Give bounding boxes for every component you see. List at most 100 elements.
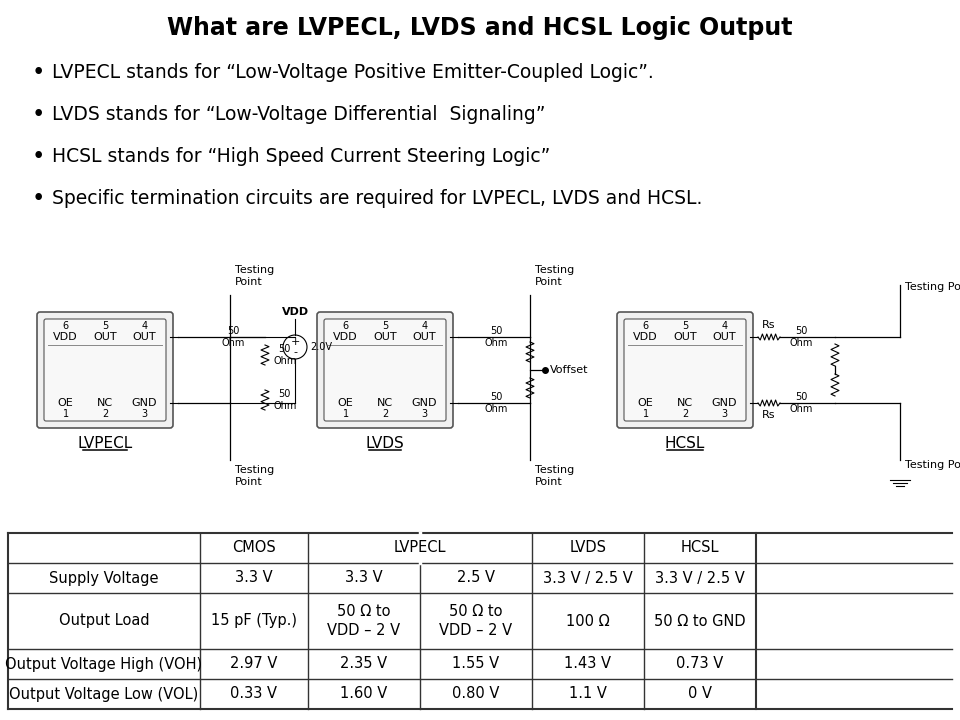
Text: OE: OE	[338, 398, 353, 408]
Text: 0.80 V: 0.80 V	[452, 686, 500, 701]
Text: Voffset: Voffset	[550, 365, 588, 375]
Text: 5: 5	[102, 321, 108, 331]
Text: LVDS: LVDS	[366, 436, 404, 451]
Text: •: •	[32, 60, 45, 84]
Text: 4: 4	[721, 321, 728, 331]
Text: 4: 4	[141, 321, 148, 331]
Text: LVPECL: LVPECL	[78, 436, 132, 451]
Text: •: •	[32, 102, 45, 125]
Text: VDD: VDD	[333, 332, 358, 342]
Text: •: •	[32, 186, 45, 210]
Text: Testing Point: Testing Point	[905, 282, 960, 292]
FancyBboxPatch shape	[44, 319, 166, 421]
Text: 3.3 V: 3.3 V	[346, 570, 383, 585]
Text: OUT: OUT	[712, 332, 736, 342]
FancyBboxPatch shape	[317, 312, 453, 428]
Text: 3: 3	[141, 409, 148, 419]
Text: CMOS: CMOS	[232, 541, 276, 556]
Text: 2.0V: 2.0V	[310, 342, 332, 352]
Text: 1: 1	[62, 409, 69, 419]
Text: 50
Ohm: 50 Ohm	[222, 326, 245, 348]
Text: HCSL: HCSL	[681, 541, 719, 556]
Text: 6: 6	[642, 321, 649, 331]
Text: HCSL stands for “High Speed Current Steering Logic”: HCSL stands for “High Speed Current Stee…	[52, 146, 550, 166]
Text: 50
Ohm: 50 Ohm	[790, 392, 813, 414]
Text: 0.73 V: 0.73 V	[677, 657, 724, 672]
Text: 2.35 V: 2.35 V	[341, 657, 388, 672]
FancyBboxPatch shape	[324, 319, 446, 421]
Text: 50
Ohm: 50 Ohm	[790, 326, 813, 348]
Text: GND: GND	[711, 398, 737, 408]
FancyBboxPatch shape	[624, 319, 746, 421]
Text: OUT: OUT	[673, 332, 697, 342]
Text: Output Voltage Low (VOL): Output Voltage Low (VOL)	[10, 686, 199, 701]
Text: OE: OE	[58, 398, 74, 408]
Text: 6: 6	[343, 321, 348, 331]
Text: Testing
Point: Testing Point	[535, 465, 574, 487]
Text: What are LVPECL, LVDS and HCSL Logic Output: What are LVPECL, LVDS and HCSL Logic Out…	[167, 16, 793, 40]
Text: 6: 6	[62, 321, 69, 331]
Text: 100 Ω: 100 Ω	[566, 613, 610, 629]
Text: LVPECL: LVPECL	[394, 541, 446, 556]
Text: VDD: VDD	[54, 332, 78, 342]
Text: 4: 4	[421, 321, 427, 331]
Text: OUT: OUT	[132, 332, 156, 342]
Text: LVDS: LVDS	[569, 541, 607, 556]
Text: Testing
Point: Testing Point	[535, 266, 574, 287]
Text: Supply Voltage: Supply Voltage	[49, 570, 158, 585]
Text: 2.5 V: 2.5 V	[457, 570, 495, 585]
Text: Specific termination circuits are required for LVPECL, LVDS and HCSL.: Specific termination circuits are requir…	[52, 189, 703, 207]
Text: Testing
Point: Testing Point	[235, 465, 275, 487]
Text: Output Load: Output Load	[59, 613, 150, 629]
Text: GND: GND	[132, 398, 157, 408]
Text: 1: 1	[343, 409, 348, 419]
Text: 3.3 V: 3.3 V	[235, 570, 273, 585]
Text: GND: GND	[412, 398, 437, 408]
Text: 50 Ω to GND: 50 Ω to GND	[654, 613, 746, 629]
Text: VDD: VDD	[281, 307, 308, 317]
Text: Testing Point: Testing Point	[905, 460, 960, 470]
Text: 5: 5	[682, 321, 688, 331]
Text: 50
Ohm: 50 Ohm	[273, 390, 297, 411]
Text: 1.60 V: 1.60 V	[341, 686, 388, 701]
Text: LVPECL stands for “Low-Voltage Positive Emitter-Coupled Logic”.: LVPECL stands for “Low-Voltage Positive …	[52, 63, 654, 81]
Text: VDD: VDD	[634, 332, 658, 342]
Text: Rs: Rs	[762, 320, 776, 330]
Text: 0.33 V: 0.33 V	[230, 686, 277, 701]
Text: 50
Ohm: 50 Ohm	[485, 326, 508, 348]
Text: 2: 2	[102, 409, 108, 419]
Text: 3: 3	[421, 409, 427, 419]
Text: +: +	[290, 337, 300, 347]
Text: 1: 1	[642, 409, 649, 419]
Text: 3.3 V / 2.5 V: 3.3 V / 2.5 V	[655, 570, 745, 585]
Text: OUT: OUT	[373, 332, 396, 342]
FancyBboxPatch shape	[617, 312, 753, 428]
Text: OE: OE	[637, 398, 654, 408]
Text: 15 pF (Typ.): 15 pF (Typ.)	[211, 613, 297, 629]
Text: 50 Ω to
VDD – 2 V: 50 Ω to VDD – 2 V	[327, 604, 400, 638]
Text: 3: 3	[721, 409, 728, 419]
Text: 2: 2	[682, 409, 688, 419]
Text: 50
Ohm: 50 Ohm	[485, 392, 508, 414]
Text: 2.97 V: 2.97 V	[230, 657, 277, 672]
Text: NC: NC	[97, 398, 113, 408]
Text: •: •	[32, 145, 45, 168]
Text: Rs: Rs	[762, 410, 776, 420]
Text: NC: NC	[677, 398, 693, 408]
Text: 50
Ohm: 50 Ohm	[273, 344, 297, 366]
Text: HCSL: HCSL	[665, 436, 706, 451]
Text: 50 Ω to
VDD – 2 V: 50 Ω to VDD – 2 V	[440, 604, 513, 638]
Text: Output Voltage High (VOH): Output Voltage High (VOH)	[6, 657, 203, 672]
Text: -: -	[293, 347, 297, 357]
Text: OUT: OUT	[413, 332, 436, 342]
Text: 1.1 V: 1.1 V	[569, 686, 607, 701]
FancyBboxPatch shape	[37, 312, 173, 428]
Text: 3.3 V / 2.5 V: 3.3 V / 2.5 V	[543, 570, 633, 585]
Text: 1.55 V: 1.55 V	[452, 657, 499, 672]
Text: NC: NC	[377, 398, 393, 408]
Text: Testing
Point: Testing Point	[235, 266, 275, 287]
Text: 2: 2	[382, 409, 388, 419]
Text: LVDS stands for “Low-Voltage Differential  Signaling”: LVDS stands for “Low-Voltage Differentia…	[52, 104, 545, 124]
Text: 1.43 V: 1.43 V	[564, 657, 612, 672]
Text: 5: 5	[382, 321, 388, 331]
